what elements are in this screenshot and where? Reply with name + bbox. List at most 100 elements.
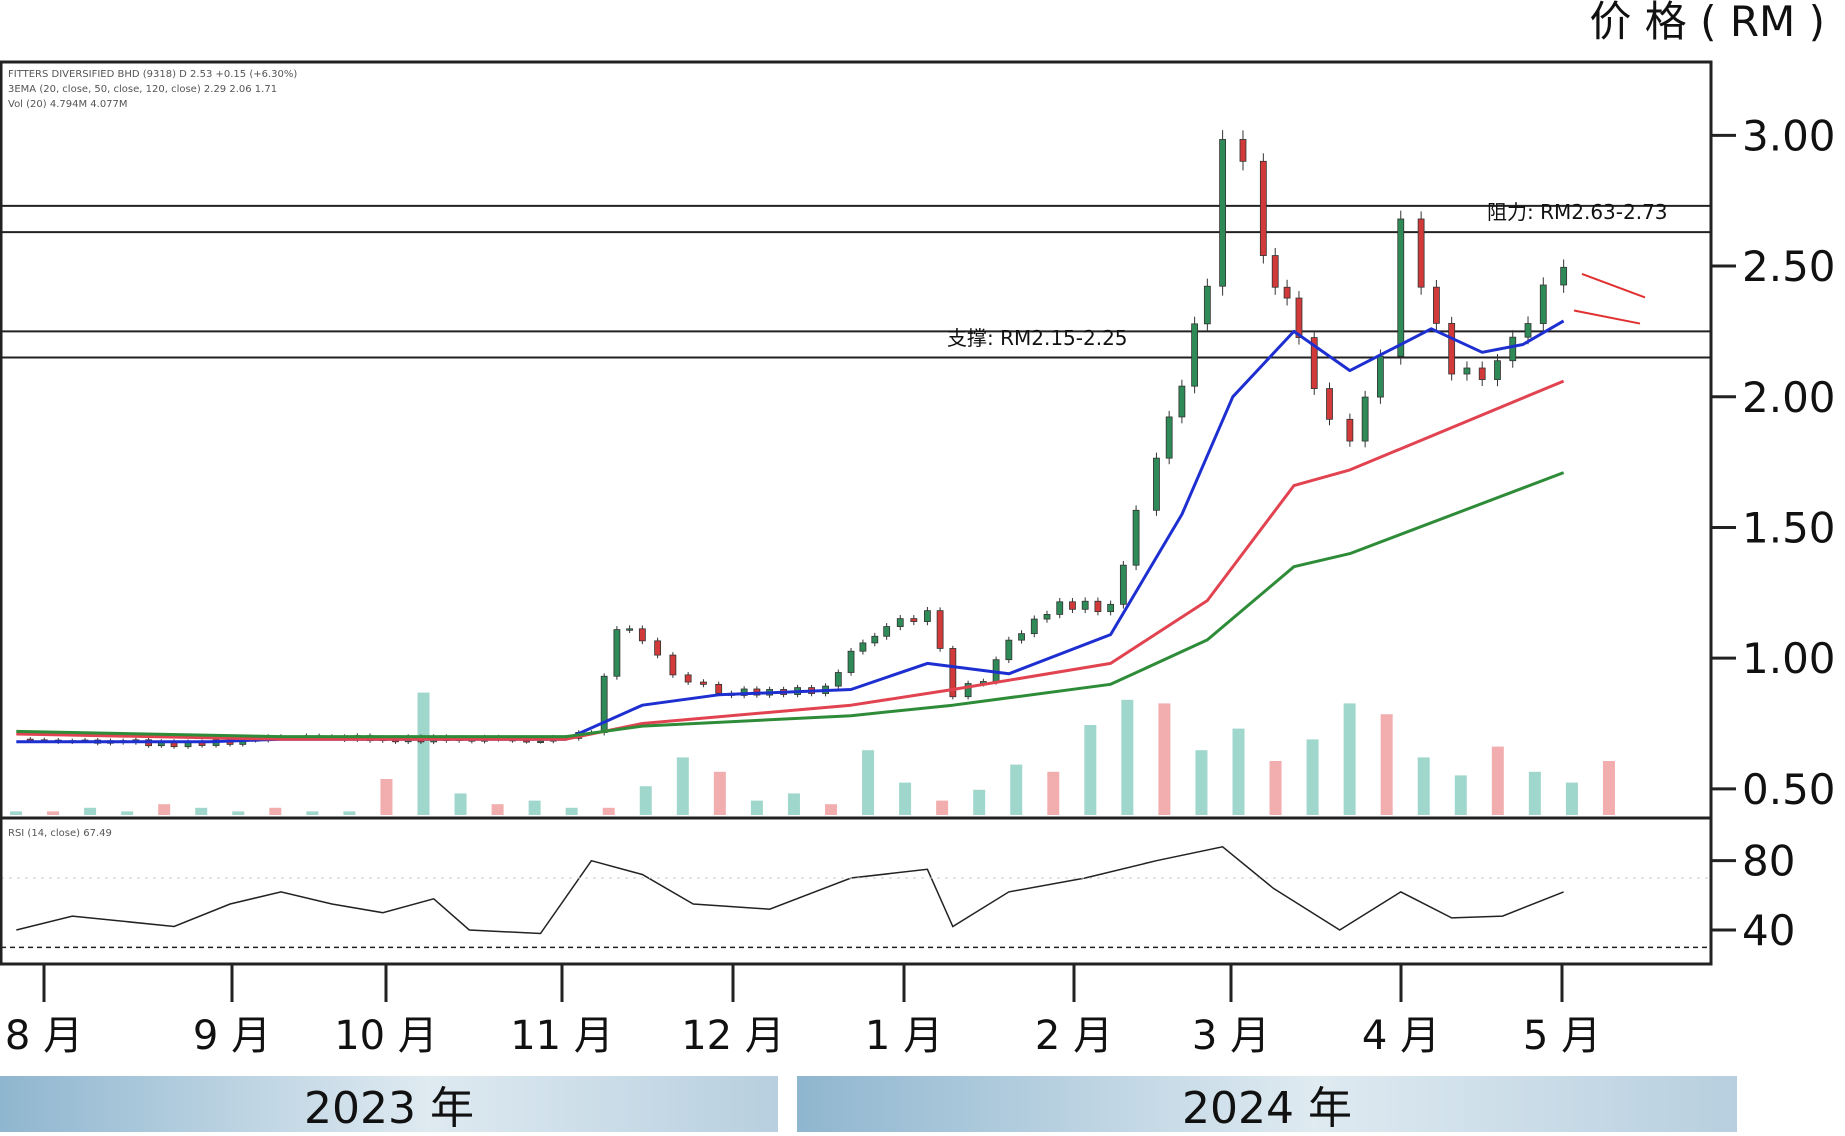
month-tick-label: 8 月 [5, 1013, 83, 1059]
candle-body [523, 740, 530, 743]
month-tick-label: 11 月 [510, 1013, 614, 1059]
candle [1081, 597, 1089, 614]
rsi-tick-label: 80 [1742, 837, 1795, 886]
candle-body [1239, 139, 1247, 162]
candle-body [1119, 564, 1127, 605]
candle-body [1005, 639, 1013, 661]
volume-layer [10, 692, 1615, 815]
candle-body [1346, 418, 1354, 442]
volume-bar [1491, 746, 1504, 815]
rsi-line [16, 845, 1564, 935]
wedge-top-line [1581, 272, 1646, 299]
candle [834, 669, 842, 690]
month-tick-label: 10 月 [334, 1013, 438, 1059]
volume-bar [232, 811, 245, 815]
rsi-layer [1, 845, 1711, 949]
candle-body [1310, 337, 1318, 389]
candle-body [1271, 255, 1279, 288]
volume-bar [862, 750, 875, 815]
candle [1056, 597, 1064, 619]
candle [1361, 390, 1369, 448]
year-label-2024: 2024 年 [797, 1076, 1737, 1134]
candle [923, 606, 931, 626]
volume-bar [306, 811, 319, 815]
price-axis-title: 价 格 ( RM ) [1589, 0, 1825, 46]
volume-bar [639, 786, 652, 815]
volume-bar [195, 807, 208, 815]
ema-line-ema-120 [16, 471, 1565, 739]
candle [847, 647, 855, 676]
candle-body [537, 740, 544, 744]
candle-body [654, 640, 662, 656]
volume-bar [1417, 757, 1430, 815]
candle [1107, 600, 1115, 616]
volume-bar [417, 692, 430, 815]
volume-bar [750, 800, 763, 815]
candle-body [1361, 396, 1369, 442]
candle-body [684, 674, 692, 683]
year-text-2024: 2024 年 [1182, 1083, 1352, 1134]
volume-bar [676, 757, 689, 815]
volume-bar [380, 779, 393, 815]
candle-body [910, 618, 918, 622]
volume-bar [1306, 739, 1319, 815]
header-line-1: FITTERS DIVERSIFIED BHD (9318) D 2.53 +0… [8, 69, 297, 80]
candle [883, 623, 891, 640]
candle [1018, 630, 1025, 644]
candle-body [1165, 416, 1173, 459]
candle [1119, 560, 1127, 609]
candle [1310, 331, 1318, 395]
candle-body [1432, 286, 1440, 324]
candle-body [923, 610, 931, 622]
month-tick-label: 3 月 [1192, 1013, 1270, 1059]
month-tick-label: 1 月 [865, 1013, 943, 1059]
candle-body [1295, 297, 1303, 338]
candle [1165, 410, 1173, 465]
candle-body [1219, 139, 1227, 287]
header-line-3: Vol (20) 4.794M 4.077M [8, 99, 128, 110]
candle-body [1069, 601, 1076, 610]
candle [910, 615, 918, 626]
volume-bar [936, 800, 949, 815]
year-text-2023: 2023 年 [304, 1083, 474, 1134]
volume-bar [1121, 699, 1134, 815]
candle [1005, 636, 1013, 664]
volume-bar [121, 811, 134, 815]
candle-body [669, 654, 677, 676]
volume-bar [158, 804, 171, 815]
volume-bar [1454, 775, 1467, 815]
volume-bar [1380, 714, 1393, 815]
candle [1239, 130, 1247, 171]
volume-bar [343, 811, 356, 815]
candle [1178, 379, 1186, 424]
candle-body [626, 628, 634, 631]
candle-body [847, 650, 855, 673]
candle [1326, 382, 1333, 426]
candle [1030, 615, 1038, 638]
price-tick-label: 2.50 [1742, 242, 1836, 291]
candle-body [896, 618, 904, 627]
volume-bar [1565, 782, 1578, 815]
candle [1069, 598, 1076, 614]
candle [936, 607, 944, 652]
candle-body [1107, 603, 1115, 613]
candle [896, 615, 904, 631]
volume-bar [1084, 725, 1097, 815]
candle [1043, 610, 1051, 623]
candle-body [1463, 367, 1471, 375]
volume-bar [565, 807, 578, 815]
volume-bar [491, 804, 504, 815]
price-tick-label: 1.00 [1742, 634, 1836, 683]
candle-body [964, 683, 972, 698]
candle-body [1030, 618, 1038, 635]
candle [949, 645, 957, 700]
candle-body [1283, 286, 1291, 299]
candle-body [1259, 160, 1267, 256]
candle [1539, 277, 1547, 332]
candle-body [1448, 322, 1456, 375]
rsi-panel-border [0, 816, 1713, 966]
volume-bar [899, 782, 912, 815]
resistance-annotation: 阻力: RM2.63-2.73 [1487, 200, 1668, 224]
